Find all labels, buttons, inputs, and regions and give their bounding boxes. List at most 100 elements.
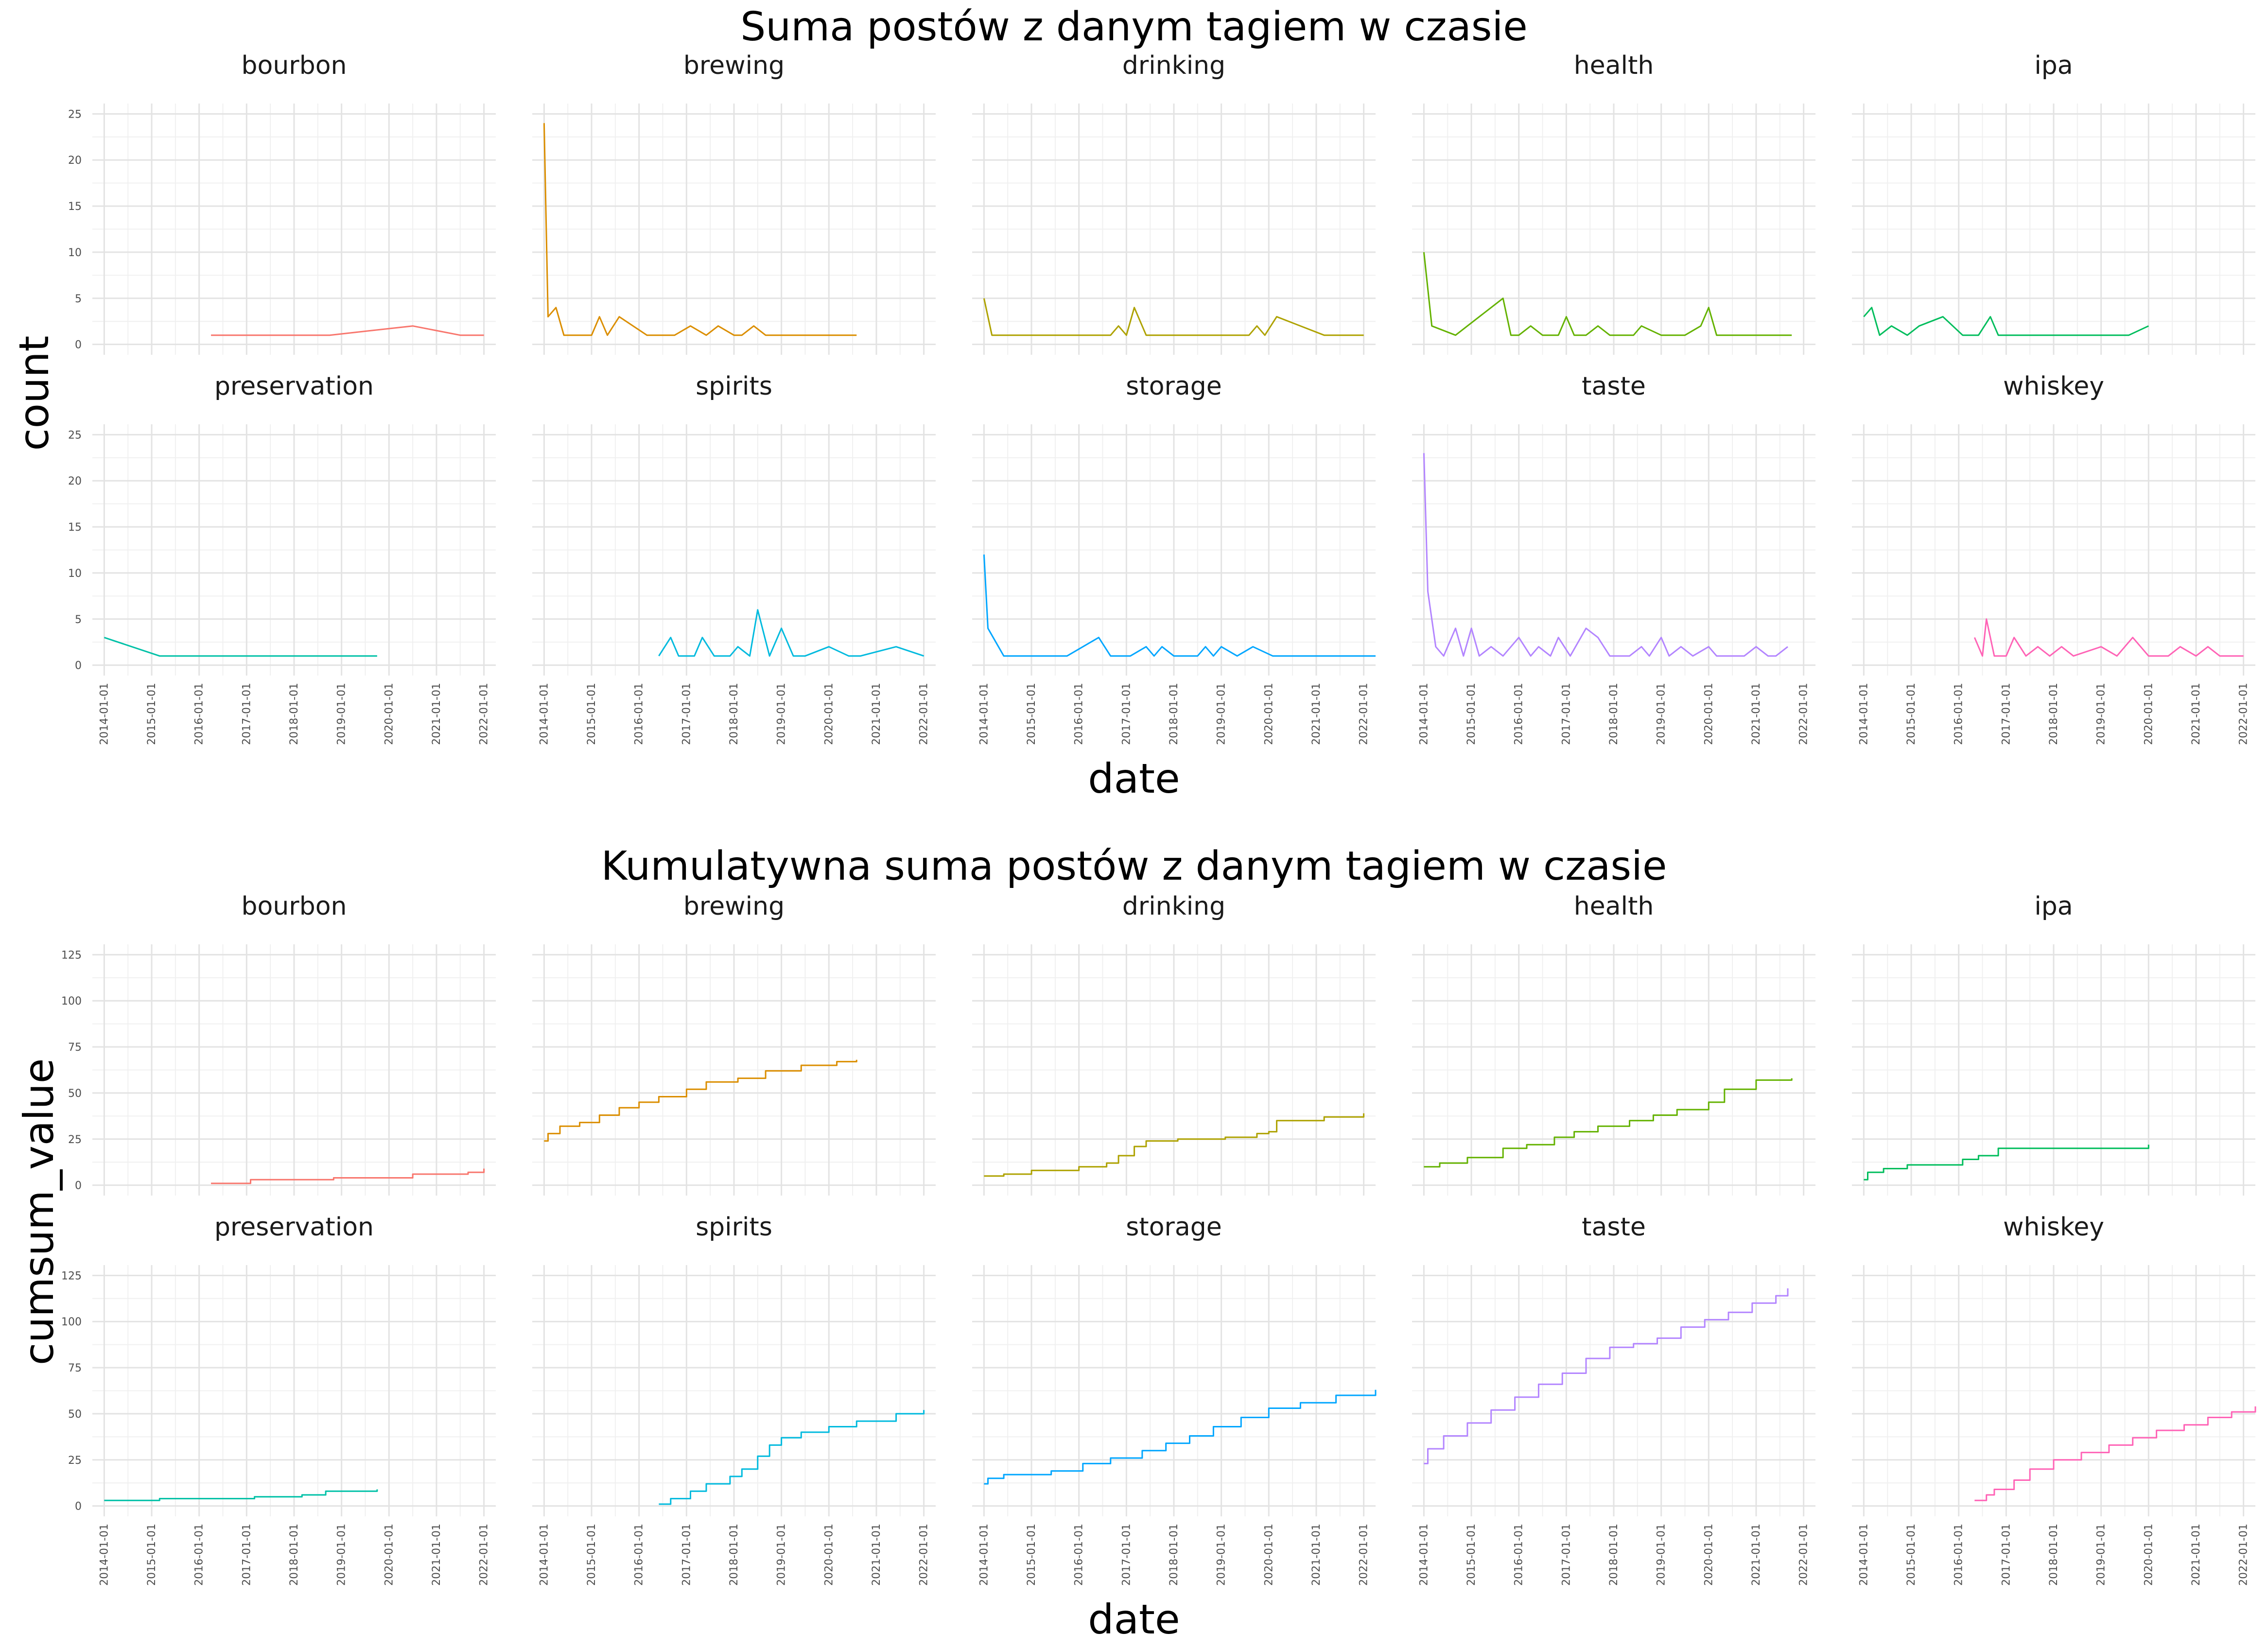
facet-label-spirits: spirits [696, 1213, 772, 1242]
x-tick-label: 2016-01-01 [1513, 683, 1525, 745]
x-tick-label: 2017-01-01 [680, 683, 693, 745]
facet-label-storage: storage [1126, 372, 1222, 401]
series-line-whiskey [1973, 618, 2244, 657]
x-tick-label: 2022-01-01 [1798, 1524, 1810, 1586]
x-tick-label: 2015-01-01 [146, 683, 158, 745]
facet-label-brewing: brewing [683, 892, 785, 921]
facet-label-spirits: spirits [696, 372, 772, 401]
x-tick-label: 2014-01-01 [1858, 683, 1870, 745]
x-tick-label: 2016-01-01 [193, 683, 206, 745]
x-tick-label: 2022-01-01 [918, 683, 930, 745]
y-tick-label: 20 [68, 155, 82, 167]
x-tick-label: 2017-01-01 [241, 683, 253, 745]
series-line-taste [1423, 453, 1788, 657]
y-tick-label: 10 [68, 568, 82, 580]
x-tick-label: 2021-01-01 [1310, 683, 1323, 745]
x-tick-label: 2017-01-01 [680, 1524, 693, 1586]
x-tick-label: 2019-01-01 [336, 1524, 348, 1586]
x-tick-label: 2021-01-01 [871, 683, 883, 745]
y-tick-label: 50 [68, 1408, 82, 1421]
x-tick-label: 2014-01-01 [1858, 1524, 1870, 1586]
y-tick-label: 75 [68, 1362, 82, 1374]
series-line-taste [1424, 1288, 1789, 1464]
series-line-brewing [543, 123, 857, 336]
facet-label-drinking: drinking [1122, 51, 1225, 80]
x-tick-label: 2017-01-01 [1120, 1524, 1133, 1586]
facet-label-brewing: brewing [683, 51, 785, 80]
x-tick-label: 2019-01-01 [2095, 683, 2108, 745]
x-tick-label: 2018-01-01 [1608, 1524, 1620, 1586]
x-tick-label: 2019-01-01 [1656, 683, 1668, 745]
x-tick-label: 2015-01-01 [586, 1524, 598, 1586]
x-tick-label: 2021-01-01 [871, 1524, 883, 1586]
facet-label-ipa: ipa [2034, 892, 2073, 921]
x-tick-label: 2014-01-01 [538, 683, 550, 745]
y-tick-label: 125 [61, 1270, 82, 1282]
x-tick-label: 2018-01-01 [728, 1524, 740, 1586]
x-tick-label: 2016-01-01 [1953, 1524, 1965, 1586]
series-line-spirits [658, 609, 925, 657]
series-line-drinking [984, 1113, 1365, 1177]
y-tick-label: 100 [61, 1316, 82, 1328]
x-tick-label: 2014-01-01 [98, 1524, 110, 1586]
facet-label-preservation: preservation [214, 372, 374, 401]
x-tick-label: 2020-01-01 [2143, 1524, 2155, 1586]
x-axis-label-bottom: date [1088, 1596, 1180, 1643]
x-tick-label: 2021-01-01 [2190, 1524, 2202, 1586]
facet-label-health: health [1574, 892, 1654, 921]
x-tick-label: 2015-01-01 [1905, 1524, 1918, 1586]
x-tick-label: 2018-01-01 [2048, 683, 2060, 745]
x-tick-label: 2021-01-01 [431, 1524, 443, 1586]
x-tick-label: 2020-01-01 [1263, 1524, 1275, 1586]
series-line-spirits [659, 1410, 925, 1505]
x-tick-label: 2015-01-01 [1905, 683, 1918, 745]
series-line-drinking [983, 298, 1364, 336]
facet-label-drinking: drinking [1122, 892, 1225, 921]
x-tick-label: 2017-01-01 [2000, 683, 2012, 745]
x-tick-label: 2016-01-01 [1953, 683, 1965, 745]
facet-label-whiskey: whiskey [2003, 1213, 2104, 1242]
x-tick-label: 2018-01-01 [288, 1524, 300, 1586]
facet-label-bourbon: bourbon [242, 51, 347, 80]
series-line-preservation [104, 637, 377, 657]
x-tick-label: 2022-01-01 [478, 683, 490, 745]
x-tick-label: 2017-01-01 [1120, 683, 1133, 745]
series-line-bourbon [211, 325, 484, 336]
x-tick-label: 2014-01-01 [1418, 1524, 1430, 1586]
facet-label-whiskey: whiskey [2003, 372, 2104, 401]
x-tick-label: 2016-01-01 [1073, 683, 1085, 745]
x-tick-label: 2020-01-01 [1263, 683, 1275, 745]
y-tick-label: 5 [75, 293, 82, 305]
x-tick-label: 2015-01-01 [146, 1524, 158, 1586]
x-tick-label: 2018-01-01 [288, 683, 300, 745]
x-tick-label: 2017-01-01 [1560, 1524, 1572, 1586]
series-line-bourbon [211, 1168, 485, 1184]
y-tick-label: 25 [68, 108, 82, 121]
y-tick-label: 50 [68, 1088, 82, 1100]
x-tick-label: 2016-01-01 [1073, 1524, 1085, 1586]
x-tick-label: 2015-01-01 [1465, 1524, 1478, 1586]
y-tick-label: 25 [68, 429, 82, 441]
series-line-storage [984, 1389, 1377, 1485]
x-tick-label: 2019-01-01 [1656, 1524, 1668, 1586]
facet-label-taste: taste [1582, 372, 1646, 401]
x-tick-label: 2019-01-01 [1216, 683, 1228, 745]
x-tick-label: 2015-01-01 [1465, 683, 1478, 745]
x-tick-label: 2014-01-01 [538, 1524, 550, 1586]
facet-label-preservation: preservation [214, 1213, 374, 1242]
x-tick-label: 2020-01-01 [823, 683, 835, 745]
series-line-ipa [1864, 1145, 2149, 1181]
x-tick-label: 2020-01-01 [383, 683, 395, 745]
series-line-brewing [544, 1059, 857, 1142]
x-tick-label: 2019-01-01 [776, 1524, 788, 1586]
x-tick-label: 2022-01-01 [1358, 683, 1370, 745]
x-tick-label: 2016-01-01 [1513, 1524, 1525, 1586]
x-tick-label: 2022-01-01 [1358, 1524, 1370, 1586]
x-tick-label: 2014-01-01 [98, 683, 110, 745]
facet-label-health: health [1574, 51, 1654, 80]
x-tick-label: 2020-01-01 [383, 1524, 395, 1586]
series-line-health [1423, 252, 1792, 336]
y-tick-label: 25 [68, 1455, 82, 1467]
